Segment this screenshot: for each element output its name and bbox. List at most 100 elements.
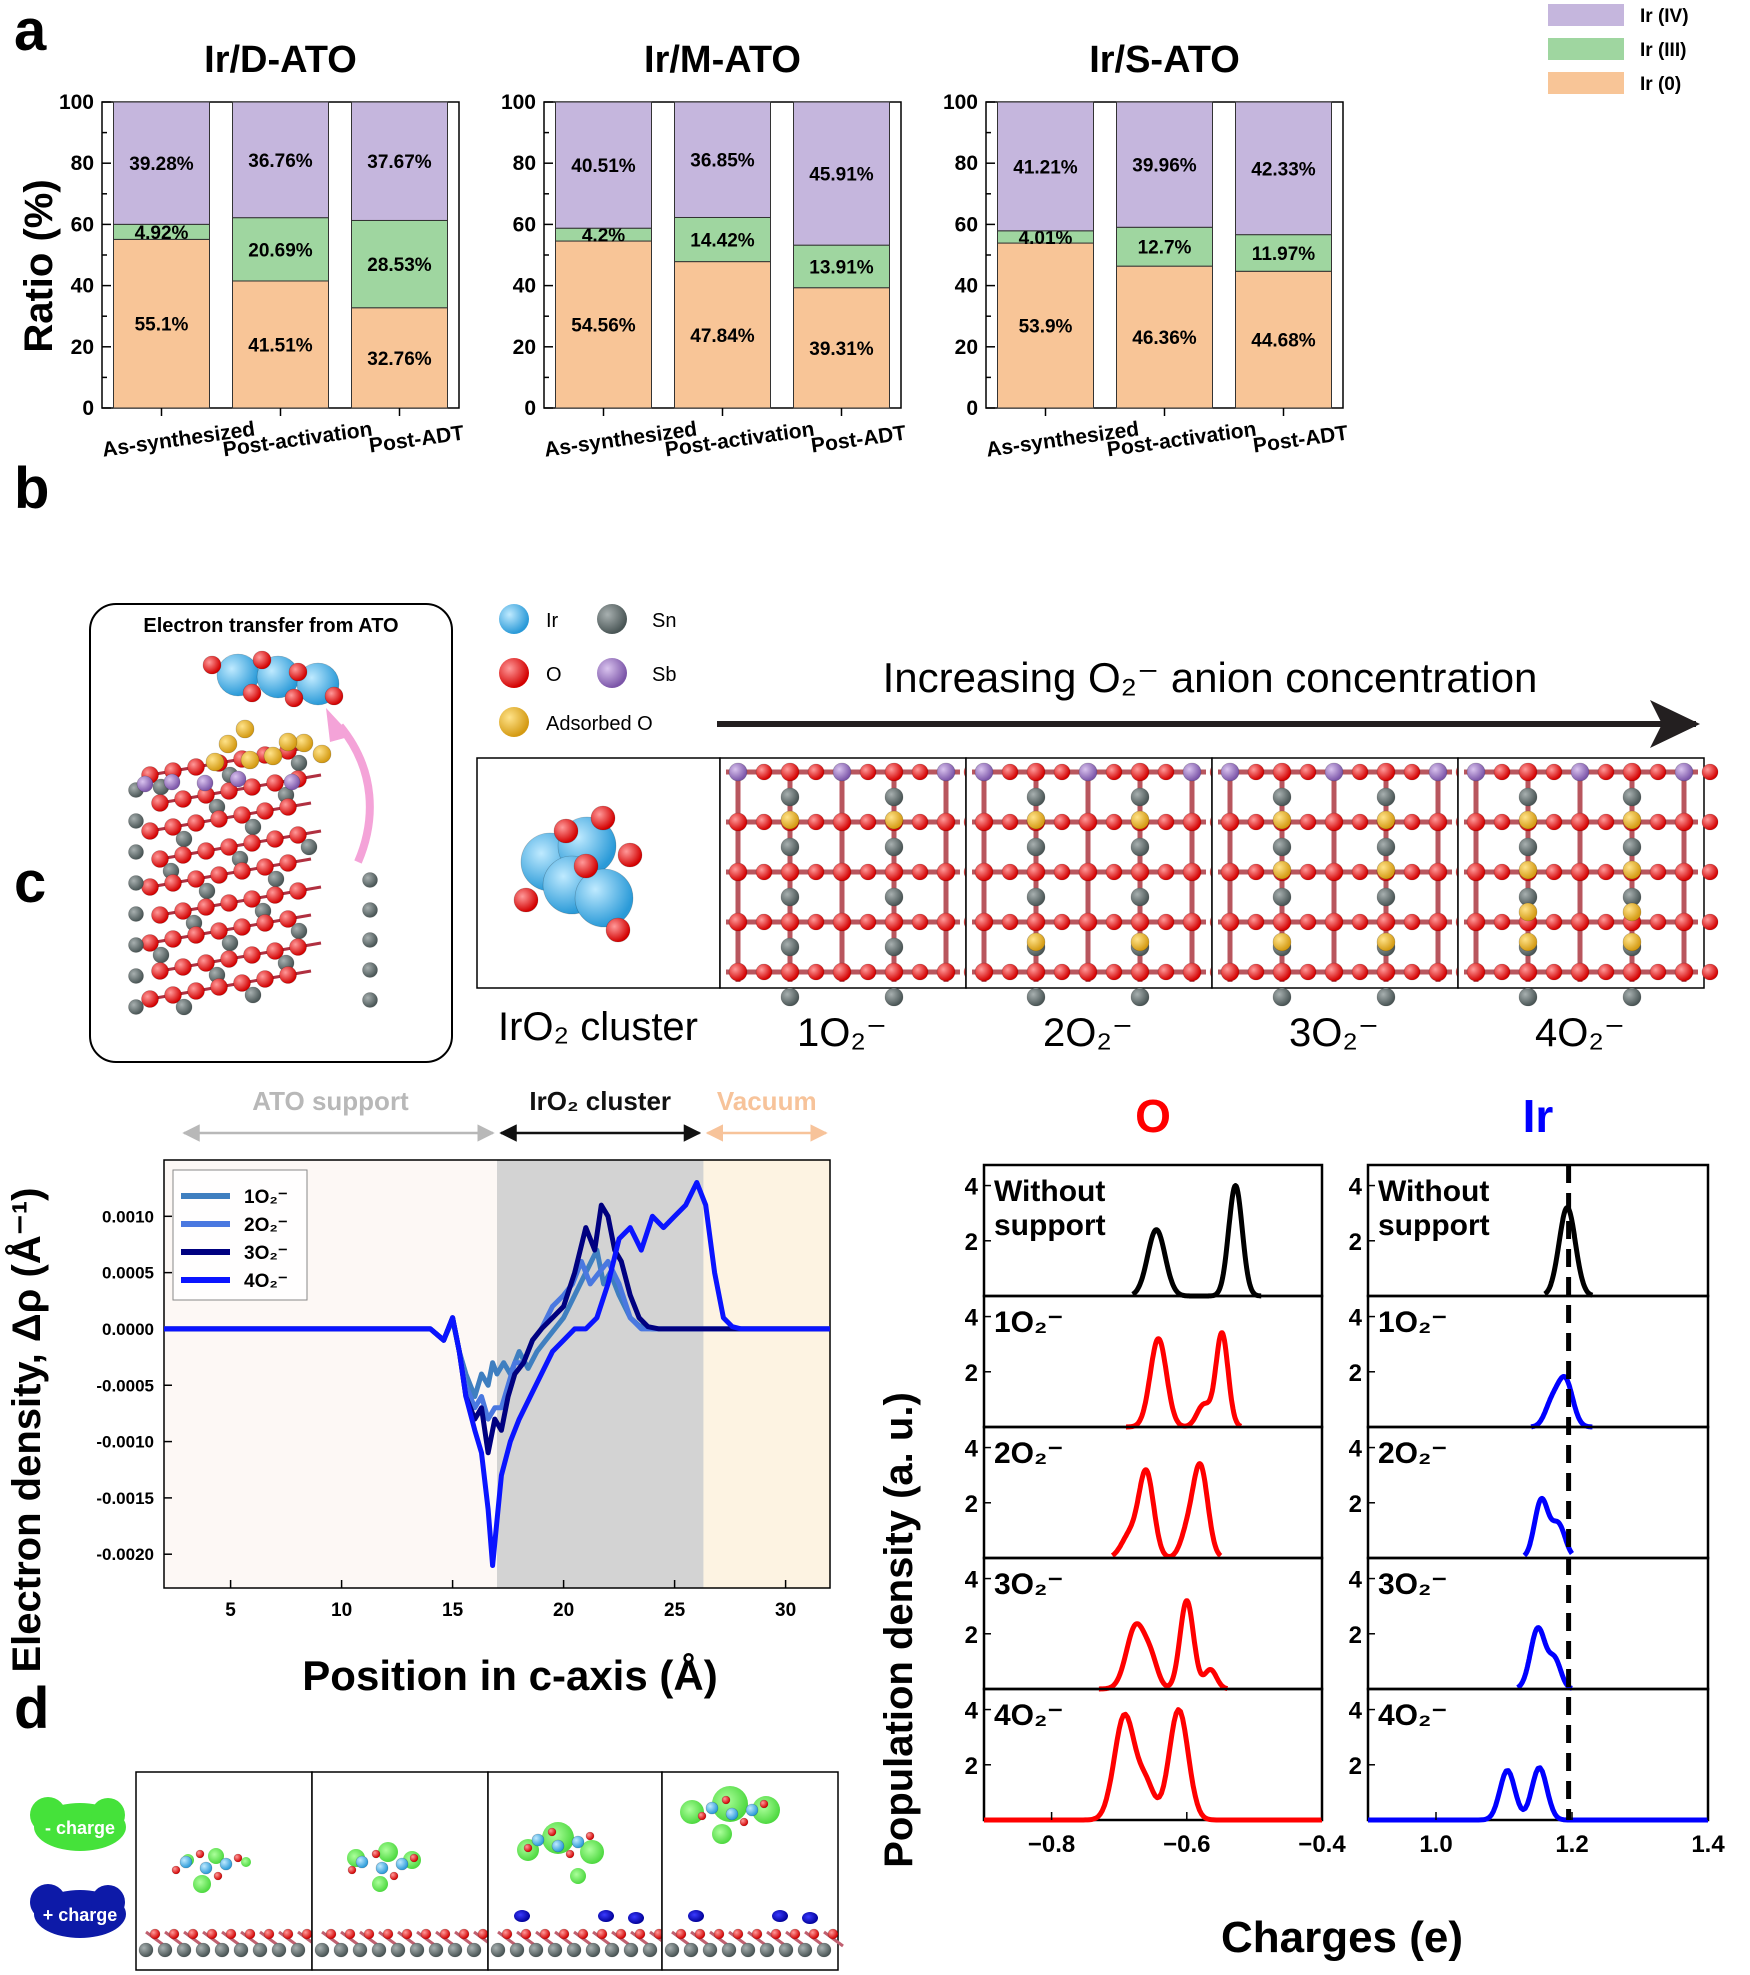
atom-sphere (164, 874, 182, 892)
subpanel-label: 2O₂⁻ (994, 1437, 1063, 1470)
y-tick-label: 2 (1349, 1229, 1362, 1256)
atom-sphere (409, 1853, 419, 1863)
subpanel-label: 4O₂⁻ (994, 1699, 1063, 1732)
atom-sphere (347, 1865, 357, 1875)
legend-ir4-label: Ir (IV) (1640, 6, 1689, 27)
y-tick-label: 40 (955, 275, 978, 298)
atom-sphere (195, 1849, 205, 1859)
atom-sphere (197, 954, 215, 972)
atom-sphere (728, 812, 748, 832)
atom-sphere (1299, 763, 1317, 781)
y-tick-label: 80 (513, 152, 536, 175)
substrate-bond (497, 1930, 518, 1948)
legend-label: 4O₂⁻ (244, 1271, 288, 1292)
x-tick-label: −0.6 (1163, 1831, 1210, 1858)
structure-label-1: 1O₂⁻ (797, 1011, 887, 1055)
atom-sphere (266, 886, 284, 904)
y-tick-label: 0 (966, 397, 978, 420)
atom-sphere (1272, 810, 1292, 830)
atom-sphere (301, 1928, 313, 1940)
positive-charge-cloud (802, 1912, 818, 1924)
atom-sphere (1130, 887, 1150, 907)
atom-sphere (1701, 863, 1719, 881)
x-tick-label: 1.4 (1691, 1831, 1725, 1858)
atom-sphere (884, 962, 904, 982)
bar-value-label: 42.33% (1251, 159, 1316, 180)
electron-transfer-arrow-head (326, 708, 352, 742)
substrate-bond (397, 1930, 418, 1948)
atom-sphere (721, 1795, 731, 1805)
atom-sphere (974, 762, 994, 782)
atom-sphere (577, 1928, 589, 1940)
population-curve (1131, 1183, 1263, 1299)
atom-sphere (243, 890, 261, 908)
atom-sphere (263, 1928, 275, 1940)
region-background (703, 1160, 830, 1588)
y-tick-label: 60 (71, 213, 94, 236)
atom-sphere (1130, 837, 1150, 857)
y-tick-label: 4 (965, 1436, 979, 1463)
atom-sphere (884, 862, 904, 882)
x-tick-label: 20 (553, 1600, 574, 1621)
atom-sphere (1493, 763, 1511, 781)
atom-sphere (352, 1942, 368, 1958)
atom-sphere (289, 882, 307, 900)
atom-sphere (214, 1942, 230, 1958)
atom-sphere (501, 1928, 513, 1940)
x-tick-label: 30 (775, 1600, 796, 1621)
atom-sphere (1428, 812, 1448, 832)
atom-sphere (128, 906, 144, 922)
bar-segment (555, 240, 652, 409)
atom-sphere (233, 1942, 249, 1958)
substrate-bond (435, 1930, 456, 1948)
snapshot-frame (135, 1771, 313, 1971)
substrate-bond (766, 1930, 787, 1948)
region-background (497, 1160, 704, 1588)
stacked-bar-chart-2: Ir/M-ATO02040608010054.56%4.2%40.51%As-s… (501, 39, 908, 462)
atom-sphere (528, 1942, 544, 1958)
atom-sphere (1182, 862, 1202, 882)
y-tick-label: -0.0010 (96, 1433, 154, 1452)
atom-sphere (198, 882, 216, 900)
substrate-bond (709, 1930, 730, 1948)
atom-sphere (605, 917, 631, 943)
bar-segment (793, 244, 890, 289)
atom-sphere (780, 837, 800, 857)
atom-sphere (1026, 932, 1046, 952)
negative-charge-cloud (372, 1876, 388, 1892)
atom-sphere (289, 938, 307, 956)
atom-sphere (288, 662, 308, 682)
panel-label-c: c (14, 850, 46, 915)
x-tick-label: −0.4 (1298, 1831, 1346, 1858)
substrate-bond (454, 1930, 475, 1948)
atom-sphere (1376, 860, 1396, 880)
iro2-cluster-label: IrO₂ cluster (498, 1005, 698, 1049)
atom-sphere (827, 1928, 839, 1940)
bar-value-label: 45.91% (809, 165, 874, 186)
substrate-bond (240, 1930, 261, 1948)
subpanel-label: 1O₂⁻ (1378, 1306, 1447, 1339)
substrate-bond (671, 1930, 692, 1948)
atom-sphere (1403, 813, 1421, 831)
atom-sphere (1105, 813, 1123, 831)
atom-sphere (1220, 862, 1240, 882)
atom-sphere (884, 987, 904, 1007)
atom-sphere (375, 1861, 389, 1875)
bar-segment (232, 280, 329, 409)
population-curve (1367, 1765, 1709, 1823)
substrate-bond (728, 1930, 749, 1948)
positive-charge-cloud (514, 1910, 530, 1922)
y-tick-label: 0.0010 (102, 1207, 154, 1226)
structure-label-2: 2O₂⁻ (1043, 1011, 1133, 1055)
subpanel-label: 3O₂⁻ (1378, 1568, 1447, 1601)
sb-atom-icon (597, 658, 627, 688)
atom-sphere (732, 1928, 744, 1940)
atom-sphere (1428, 862, 1448, 882)
atom-sphere (128, 999, 144, 1015)
bar-segment (113, 238, 210, 409)
atom-sphere (187, 926, 205, 944)
atom-sphere (1272, 837, 1292, 857)
atom-sphere (1078, 812, 1098, 832)
atom-sphere (1518, 932, 1538, 952)
x-tick-label: −0.8 (1028, 1831, 1075, 1858)
